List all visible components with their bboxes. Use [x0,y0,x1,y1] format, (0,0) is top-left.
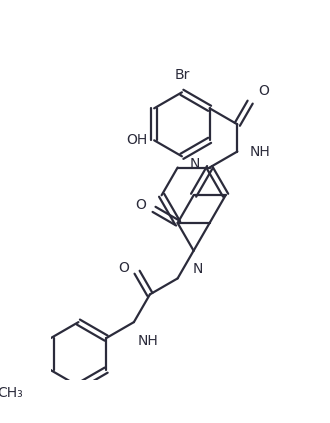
Text: N: N [193,263,203,277]
Text: CH₃: CH₃ [0,386,23,400]
Text: NH: NH [138,334,159,348]
Text: N: N [189,157,200,171]
Text: Br: Br [174,68,190,82]
Text: O: O [118,261,129,275]
Text: O: O [259,84,269,98]
Text: O: O [135,198,146,212]
Text: NH: NH [250,145,271,159]
Text: OH: OH [126,133,148,147]
